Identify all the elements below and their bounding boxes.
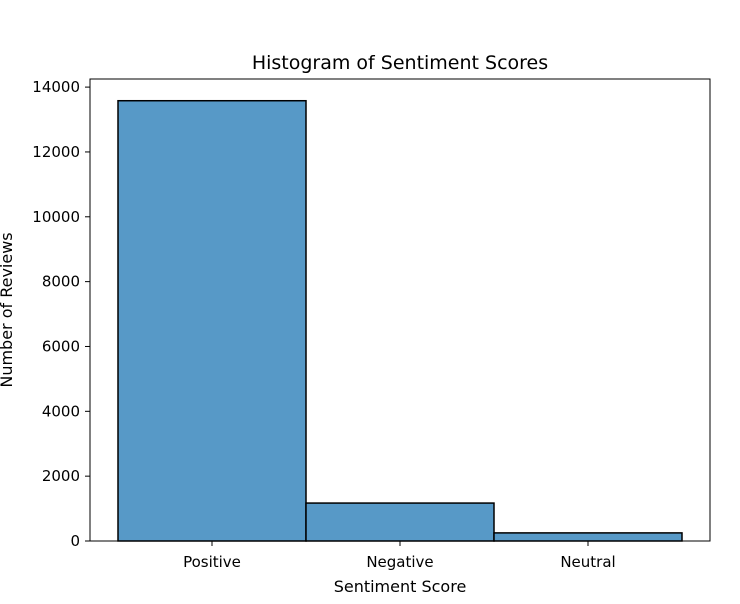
y-tick-label: 4000	[42, 402, 80, 420]
chart-title: Histogram of Sentiment Scores	[252, 52, 548, 74]
y-tick-label: 8000	[42, 273, 80, 291]
bar-positive	[117, 99, 307, 542]
y-tick-label: 2000	[42, 467, 80, 485]
y-tick-label: 12000	[32, 143, 80, 161]
plot-frame	[89, 78, 711, 542]
bar-neutral	[493, 532, 683, 542]
x-axis: Positive Negative Neutral	[183, 541, 616, 571]
y-tick-label: 10000	[32, 208, 80, 226]
y-axis-label: Number of Reviews	[0, 232, 16, 387]
y-tick-label: 14000	[32, 78, 80, 96]
x-tick-label: Negative	[366, 553, 433, 571]
y-axis: 0 2000 4000 6000 8000 10000 12000 14000	[32, 78, 90, 550]
x-tick-label: Neutral	[560, 553, 615, 571]
x-axis-label: Sentiment Score	[334, 577, 467, 596]
x-tick-label: Positive	[183, 553, 241, 571]
y-tick-label: 6000	[42, 337, 80, 355]
bars-group	[117, 99, 683, 542]
bar-negative	[305, 502, 495, 542]
y-tick-label: 0	[70, 532, 80, 550]
